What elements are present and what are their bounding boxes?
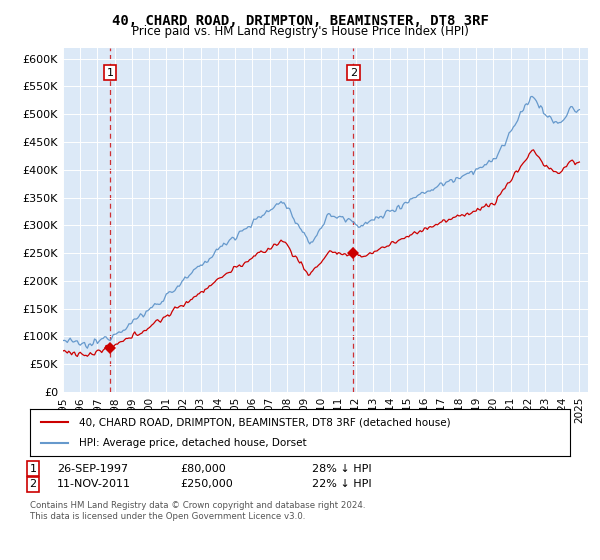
Text: 28% ↓ HPI: 28% ↓ HPI bbox=[312, 464, 371, 474]
Text: Contains HM Land Registry data © Crown copyright and database right 2024.
This d: Contains HM Land Registry data © Crown c… bbox=[30, 501, 365, 521]
Text: 1: 1 bbox=[29, 464, 37, 474]
Text: 1: 1 bbox=[107, 68, 113, 78]
Text: HPI: Average price, detached house, Dorset: HPI: Average price, detached house, Dors… bbox=[79, 438, 306, 448]
Text: 40, CHARD ROAD, DRIMPTON, BEAMINSTER, DT8 3RF (detached house): 40, CHARD ROAD, DRIMPTON, BEAMINSTER, DT… bbox=[79, 417, 450, 427]
Text: 40, CHARD ROAD, DRIMPTON, BEAMINSTER, DT8 3RF: 40, CHARD ROAD, DRIMPTON, BEAMINSTER, DT… bbox=[112, 14, 488, 28]
Text: 26-SEP-1997: 26-SEP-1997 bbox=[57, 464, 128, 474]
Text: £80,000: £80,000 bbox=[180, 464, 226, 474]
Text: 2: 2 bbox=[29, 479, 37, 489]
Text: 22% ↓ HPI: 22% ↓ HPI bbox=[312, 479, 371, 489]
Text: Price paid vs. HM Land Registry's House Price Index (HPI): Price paid vs. HM Land Registry's House … bbox=[131, 25, 469, 38]
Text: 11-NOV-2011: 11-NOV-2011 bbox=[57, 479, 131, 489]
Text: 2: 2 bbox=[350, 68, 357, 78]
Text: £250,000: £250,000 bbox=[180, 479, 233, 489]
